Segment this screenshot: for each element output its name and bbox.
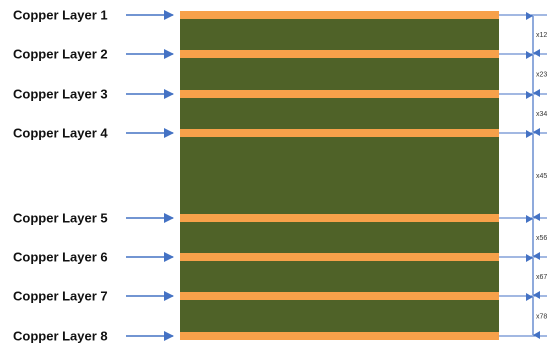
- spacing-label-x34: x34: [536, 111, 547, 118]
- copper-layer-4-label: Copper Layer 4: [13, 126, 108, 141]
- dielectric-layers: [180, 19, 499, 332]
- copper-layer-6: [180, 253, 499, 261]
- copper-layer-2: [180, 50, 499, 58]
- copper-layers: [180, 11, 499, 340]
- spacing-label-x12: x12: [536, 32, 547, 39]
- copper-layer-3-label: Copper Layer 3: [13, 87, 108, 102]
- copper-layer-5-label: Copper Layer 5: [13, 211, 108, 226]
- dielectric-layer-2: [180, 58, 499, 90]
- dielectric-layer-4: [180, 137, 499, 214]
- dielectric-layer-7: [180, 300, 499, 332]
- spacing-label-x67: x67: [536, 274, 547, 281]
- copper-layer-8: [180, 332, 499, 340]
- copper-layer-1-label: Copper Layer 1: [13, 8, 108, 23]
- copper-layer-3: [180, 90, 499, 98]
- copper-layer-5: [180, 214, 499, 222]
- dielectric-layer-5: [180, 222, 499, 253]
- layer-labels: Copper Layer 1 Copper Layer 2 Copper Layer…: [13, 8, 174, 344]
- spacing-dimensions: x12 x23 x34 x45 x56 x67 x78: [499, 12, 547, 339]
- copper-layer-7: [180, 292, 499, 300]
- spacing-label-x78: x78: [536, 314, 547, 321]
- copper-layer-2-label: Copper Layer 2: [13, 47, 108, 62]
- copper-layer-6-label: Copper Layer 6: [13, 250, 108, 265]
- copper-layer-7-label: Copper Layer 7: [13, 289, 108, 304]
- dielectric-layer-1: [180, 19, 499, 50]
- copper-layer-8-label: Copper Layer 8: [13, 329, 108, 344]
- spacing-label-x23: x23: [536, 72, 547, 79]
- spacing-label-x45: x45: [536, 173, 547, 180]
- spacing-label-x56: x56: [536, 235, 547, 242]
- dielectric-layer-3: [180, 98, 499, 129]
- copper-layer-1: [180, 11, 499, 19]
- dielectric-layer-6: [180, 261, 499, 292]
- copper-layer-4: [180, 129, 499, 137]
